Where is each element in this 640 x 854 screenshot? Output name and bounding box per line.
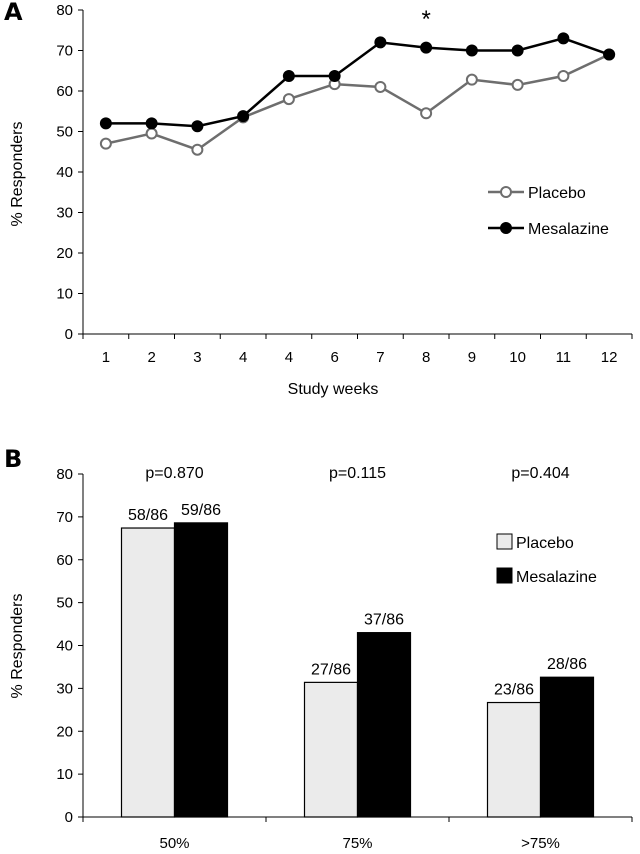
panel-a-placebo-point — [282, 93, 295, 106]
panel-b-data-label-mesalazine: 59/86 — [181, 502, 221, 519]
panel-b-legend-mesalazine-label: Mesalazine — [516, 569, 597, 586]
panel-b-data-label-placebo: 23/86 — [494, 682, 534, 699]
panel-b-y-tick-label: 30 — [56, 680, 73, 697]
panel-a-x-tick-label: 3 — [193, 349, 201, 366]
panel-a-x-tick-label: 6 — [330, 349, 338, 366]
panel-a-placebo-point — [99, 137, 112, 150]
panel-a-significance-star: * — [421, 6, 430, 33]
panel-a-axes — [78, 9, 633, 339]
panel-a-placebo-point — [420, 107, 433, 120]
panel-a-mesalazine-point — [420, 41, 433, 54]
panel-a-x-axis-title: Study weeks — [288, 381, 379, 398]
panel-a-placebo-point — [191, 143, 204, 156]
panel-b-bar-placebo — [486, 701, 542, 818]
panel-a-x-tick-label: 8 — [422, 349, 430, 366]
panel-b-x-tick-label: >75% — [521, 835, 560, 852]
panel-a-x-tick-label: 9 — [468, 349, 476, 366]
panel-a-y-tick-label: 60 — [56, 83, 73, 100]
panel-a-placebo-point — [145, 127, 158, 140]
panel-a-y-tick-label: 50 — [56, 124, 73, 141]
panel-a-x-tick-label: 4 — [285, 349, 293, 366]
panel-b-y-tick-label: 10 — [56, 766, 73, 783]
panel-a-x-tick-label: 10 — [509, 349, 526, 366]
panel-a-placebo-point — [374, 80, 387, 93]
panel-a-placebo-line — [105, 53, 610, 152]
panel-a-x-tick-label: 1 — [102, 349, 110, 366]
panel-b-p-value: p=0.404 — [511, 465, 569, 482]
panel-b-legend-mesalazine-swatch — [496, 567, 513, 584]
panel-a-legend-placebo-label: Placebo — [528, 185, 586, 202]
panel-b-bar-placebo — [303, 681, 359, 818]
panel-a-y-tick-label: 70 — [56, 43, 73, 60]
panel-b-bar-mesalazine — [539, 676, 595, 818]
panel-b-data-label-mesalazine: 37/86 — [364, 612, 404, 629]
panel-a-placebo-point — [465, 73, 478, 86]
panel-a-mesalazine-point — [328, 70, 341, 83]
panel-a-mesalazine-point — [557, 32, 570, 45]
panel-b-legend-placebo-swatch — [496, 533, 513, 550]
panel-a-line-chart: A % Responders Study weeks 0 10 20 30 40 50 60… — [4, 0, 633, 398]
panel-b-tick-labels: 0 10 20 30 40 50 60 70 80 50% 75% >75% — [56, 466, 560, 852]
panel-a-legend-placebo-marker — [500, 186, 512, 198]
panel-b-y-tick-label: 80 — [56, 466, 73, 483]
panel-b-y-axis-title: % Responders — [9, 594, 26, 699]
panel-b-p-value: p=0.870 — [145, 465, 203, 482]
panel-a-mesalazine-point — [511, 44, 524, 57]
panel-b-data-label-mesalazine: 28/86 — [547, 656, 587, 673]
panel-b-y-tick-label: 20 — [56, 723, 73, 740]
panel-a-y-tick-label: 40 — [56, 164, 73, 181]
panel-b-data-labels: 58/86 59/86 p=0.870 27/86 37/86 p=0.115 23/86 2… — [128, 465, 587, 699]
panel-b-x-tick-label: 50% — [159, 835, 189, 852]
panel-a-legend: Placebo Mesalazine — [488, 185, 609, 238]
panel-a-x-tick-label: 7 — [376, 349, 384, 366]
panel-a-mesalazine-point — [191, 120, 204, 133]
panel-b-y-tick-label: 50 — [56, 595, 73, 612]
panel-a-mesalazine-point — [145, 117, 158, 130]
panel-b-y-tick-label: 0 — [65, 809, 73, 826]
panel-a-placebo-point — [557, 70, 570, 83]
panel-a-mesalazine-point — [374, 36, 387, 49]
panel-a-letter: A — [4, 0, 23, 26]
panel-a-mesalazine-line — [105, 37, 610, 128]
panel-a-y-axis-title: % Responders — [9, 122, 26, 227]
panel-b-letter: B — [4, 445, 22, 473]
panel-b-x-tick-label: 75% — [342, 835, 372, 852]
panel-b-bar-chart: B % Responders 0 10 20 30 40 50 60 70 80 50% 75% >7… — [4, 445, 633, 852]
panel-a-placebo-point — [511, 78, 524, 91]
panel-b-bar-mesalazine — [173, 522, 229, 818]
panel-a-mesalazine-point — [603, 48, 616, 61]
panel-a-legend-mesalazine-label: Mesalazine — [528, 221, 609, 238]
panel-b-legend-placebo-label: Placebo — [516, 535, 574, 552]
panel-a-x-tick-label: 2 — [147, 349, 155, 366]
panel-b-data-label-placebo: 27/86 — [311, 661, 351, 678]
panel-b-legend: Placebo Mesalazine — [496, 533, 597, 586]
panel-a-series — [99, 32, 616, 156]
panel-a-legend-mesalazine-marker — [500, 222, 512, 234]
panel-a-mesalazine-point — [99, 117, 112, 130]
panel-b-p-value: p=0.115 — [329, 465, 386, 482]
panel-b-bar-placebo — [120, 527, 176, 818]
panel-b-y-tick-label: 70 — [56, 509, 73, 526]
panel-b-bar-mesalazine — [356, 632, 412, 818]
panel-a-y-tick-label: 30 — [56, 205, 73, 222]
panel-b-y-tick-label: 60 — [56, 552, 73, 569]
panel-a-mesalazine-point — [465, 44, 478, 57]
panel-a-mesalazine-point — [282, 70, 295, 83]
panel-a-y-tick-label: 20 — [56, 245, 73, 262]
panel-a-x-tick-label: 12 — [601, 349, 618, 366]
panel-a-y-tick-label: 80 — [56, 2, 73, 19]
panel-a-y-tick-label: 10 — [56, 286, 73, 303]
panel-a-x-tick-label: 4 — [239, 349, 247, 366]
panel-a-x-tick-label: 11 — [556, 349, 572, 366]
panel-b-y-tick-label: 40 — [56, 638, 73, 655]
panel-b-bars — [120, 522, 595, 818]
panel-a-annotations: * — [421, 6, 430, 33]
panel-a-y-tick-label: 0 — [65, 326, 73, 343]
panel-a-mesalazine-point — [237, 110, 250, 123]
panel-b-data-label-placebo: 58/86 — [128, 507, 168, 524]
